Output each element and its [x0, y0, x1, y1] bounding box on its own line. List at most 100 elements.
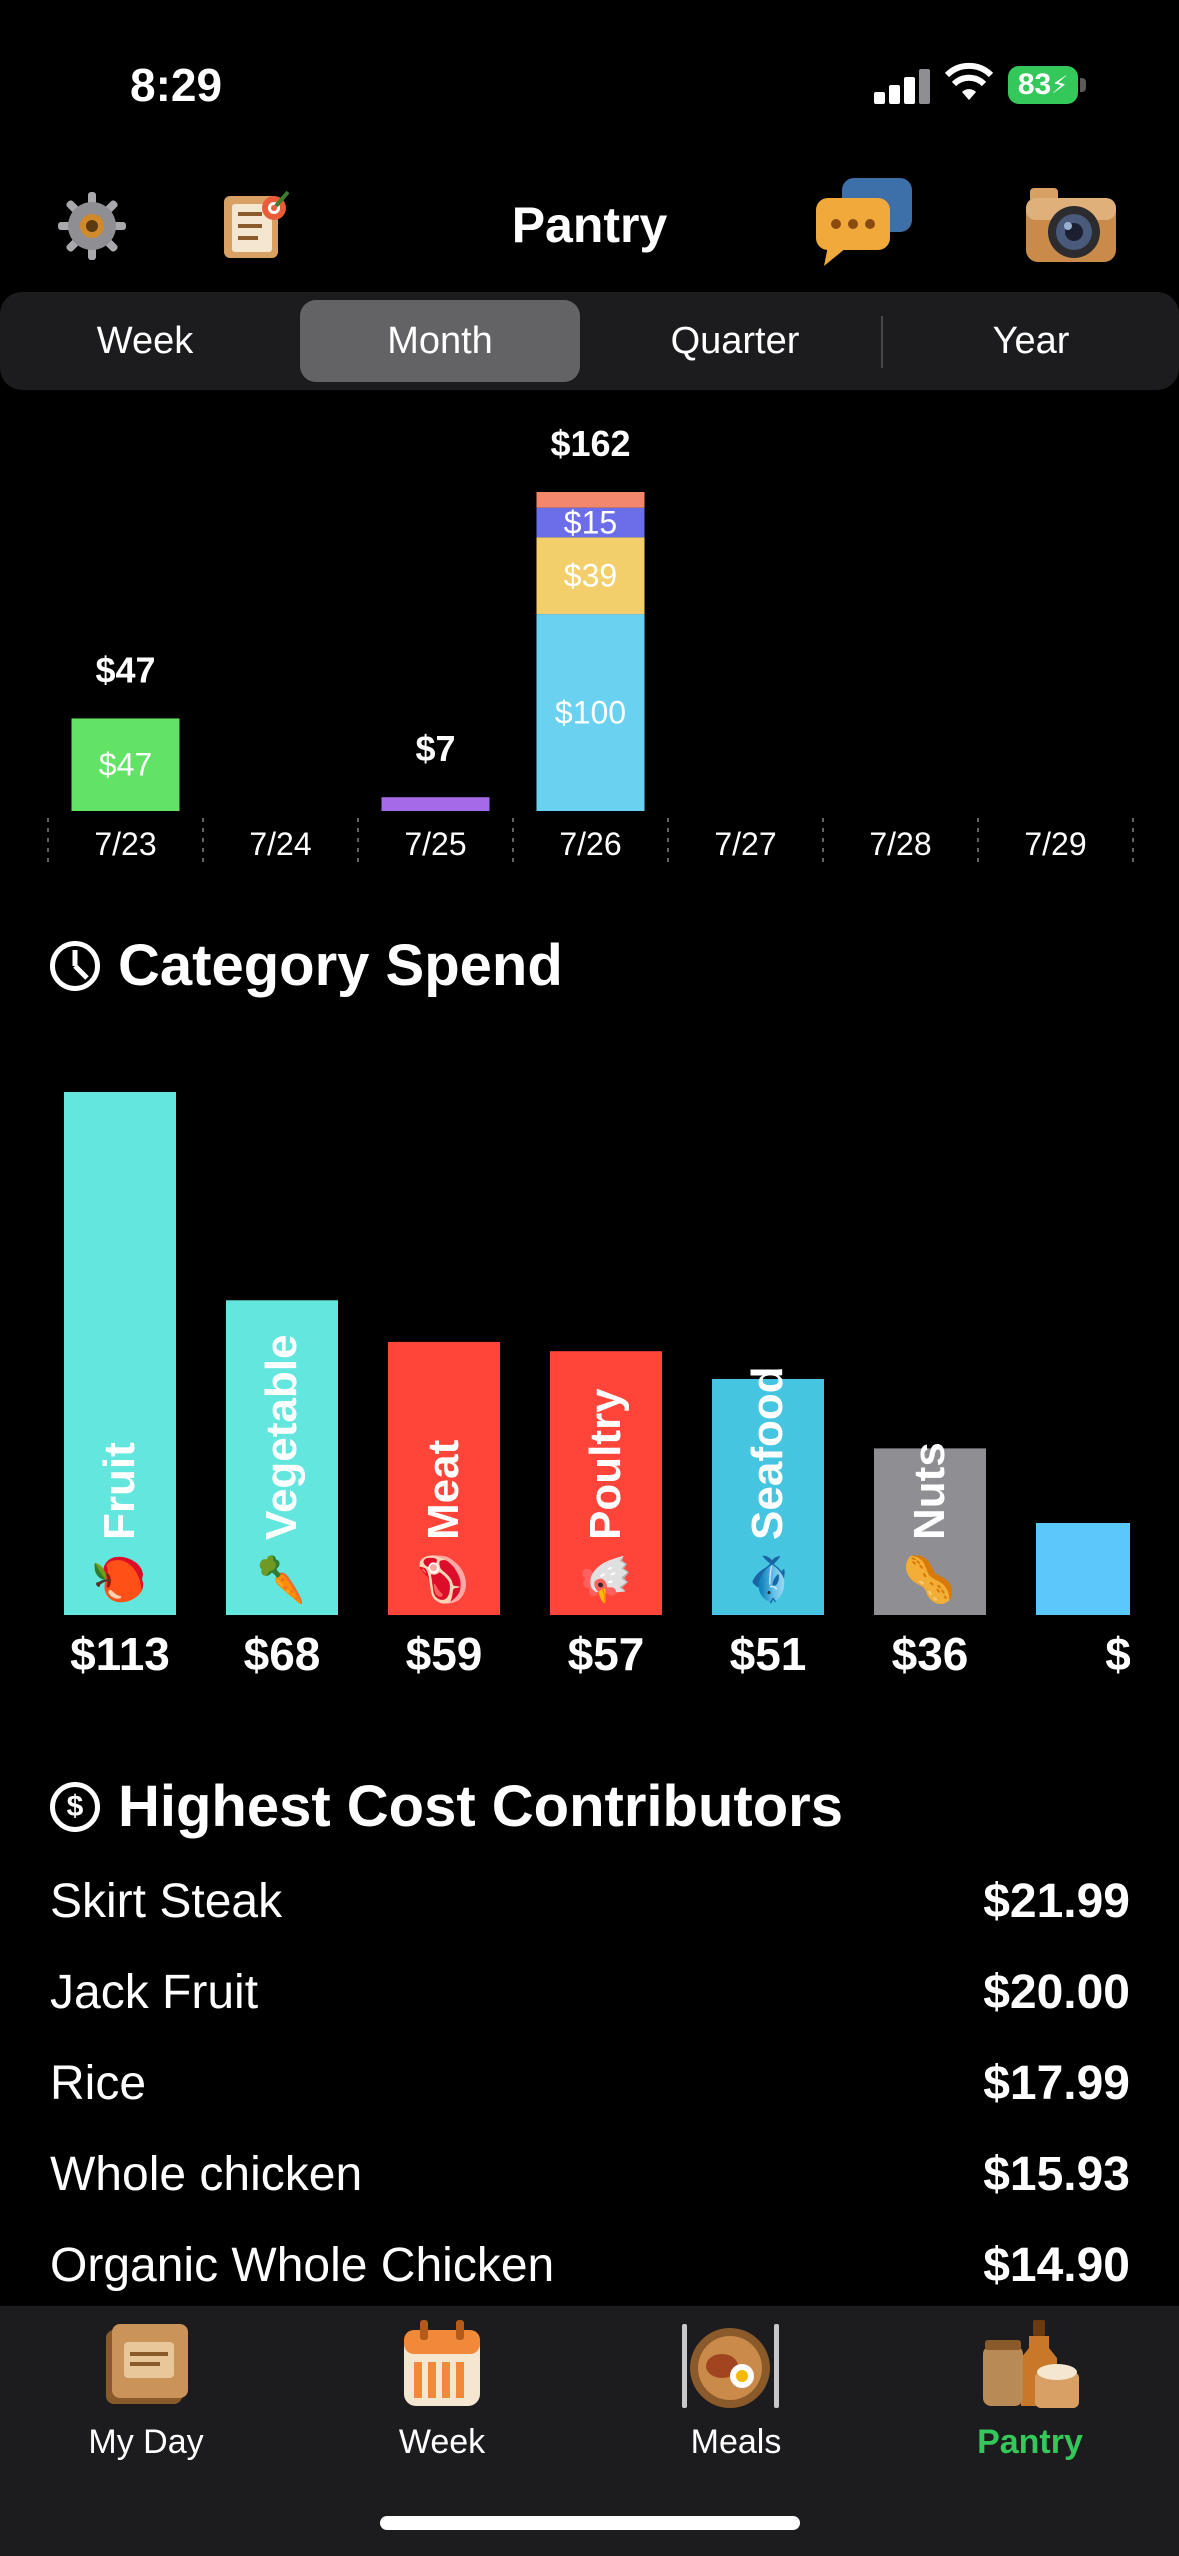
category-spend-title: Category Spend	[118, 933, 563, 998]
segment-year[interactable]: Year	[992, 319, 1070, 362]
contributor-name: Rice	[50, 2056, 147, 2110]
contributor-row[interactable]: Organic Whole Chicken $14.90	[50, 2230, 1130, 2300]
contributor-name: Whole chicken	[50, 2147, 363, 2201]
tab-meals[interactable]: Meals	[626, 2316, 846, 2462]
x-tick-label: 7/27	[714, 826, 776, 862]
category-bar-label: 🐟 Seafood	[743, 1366, 792, 1607]
contributor-row[interactable]: Skirt Steak $21.99	[50, 1866, 1130, 1936]
category-bar	[874, 1448, 986, 1615]
segment-divider	[881, 316, 883, 368]
tab-pantry[interactable]: Pantry	[920, 2316, 1140, 2462]
segment-value-label: $47	[99, 747, 152, 783]
segment-quarter[interactable]: Quarter	[670, 319, 800, 362]
category-value-label: $59	[406, 1628, 483, 1680]
daily-spend-chart: 7/23 $47 $47 7/24 7/25 $7 7/26 $100 $39 $15 $162 7/…	[47, 423, 1134, 862]
tab-label: Pantry	[977, 2423, 1083, 2461]
category-value-label: $68	[244, 1628, 321, 1680]
page-title: Pantry	[511, 197, 668, 253]
chart-clip-mask	[1130, 1060, 1179, 1700]
meal-plate-icon	[682, 2324, 779, 2408]
category-bar-label: 🍎 Fruit	[92, 1442, 144, 1607]
tab-label: My Day	[88, 2423, 204, 2461]
status-time: 8:29	[130, 59, 223, 111]
category-bar	[64, 1092, 176, 1615]
segment-value-label: $100	[555, 695, 626, 731]
category-bar-label: 🥩 Meat	[418, 1439, 469, 1607]
contributor-row[interactable]: Rice $17.99	[50, 2048, 1130, 2118]
period-segmented-control	[0, 292, 1179, 390]
category-name: 🥩 Meat	[418, 1439, 469, 1607]
calendar-icon	[404, 2320, 480, 2406]
category-text: Meat	[419, 1439, 468, 1540]
category-bar	[1036, 1523, 1130, 1615]
camera-icon[interactable]	[1022, 180, 1120, 268]
category-bar	[388, 1341, 500, 1615]
stacked-bar-segment	[536, 537, 645, 615]
category-value-label: $57	[568, 1628, 645, 1680]
bar-total-label: $162	[550, 423, 630, 464]
contributor-row[interactable]: Whole chicken $15.93	[50, 2139, 1130, 2209]
stacked-bar-segment	[536, 492, 645, 508]
segment-value-label: $39	[564, 558, 617, 594]
category-emoji-icon: 🍎	[92, 1540, 144, 1607]
x-tick-label: 7/25	[404, 826, 466, 862]
bar-total-label: $47	[95, 649, 155, 690]
chat-bubbles-icon[interactable]	[812, 174, 916, 270]
x-tick-label: 7/23	[94, 826, 156, 862]
contributor-name: Organic Whole Chicken	[50, 2238, 555, 2292]
category-text: Seafood	[743, 1366, 792, 1540]
checklist-goals-icon[interactable]	[220, 186, 292, 262]
cellular-signal-icon	[874, 68, 934, 104]
category-text: Fruit	[95, 1442, 144, 1540]
x-tick-label: 7/24	[249, 826, 311, 862]
category-value-label: $113	[70, 1628, 170, 1680]
contributor-row[interactable]: Jack Fruit $20.00	[50, 1957, 1130, 2027]
category-bar-label: 🥕 Vegetable	[257, 1335, 306, 1607]
tab-label: Meals	[690, 2423, 782, 2461]
charging-bolt-icon: ⚡	[1051, 71, 1069, 99]
category-bar-label: 🐔 Poultry	[581, 1388, 630, 1607]
segment-month[interactable]: Month	[300, 300, 580, 382]
category-name: 🐟 Seafood	[743, 1366, 792, 1607]
segment-value-label: $15	[564, 505, 617, 541]
category-name: 🐔 Poultry	[581, 1388, 630, 1607]
contributor-amount: $14.90	[983, 2238, 1130, 2292]
category-emoji-icon: 🐔	[581, 1540, 630, 1607]
diary-icon	[106, 2324, 188, 2404]
stacked-bar-segment	[536, 614, 645, 811]
category-bar	[712, 1378, 824, 1615]
category-emoji-icon: 🥩	[418, 1540, 469, 1607]
category-bar-label: 🥜 Nuts	[901, 1442, 954, 1607]
contributor-name: Jack Fruit	[50, 1965, 259, 2019]
tab-week[interactable]: Week	[332, 2316, 552, 2462]
contributor-amount: $17.99	[983, 2056, 1130, 2110]
contributors-heading: $ Highest Cost Contributors	[50, 1773, 843, 1840]
contributor-amount: $21.99	[983, 1874, 1130, 1928]
contributor-amount: $15.93	[983, 2147, 1130, 2201]
segment-week[interactable]: Week	[96, 319, 194, 362]
category-name: 🥜 Nuts	[901, 1442, 954, 1607]
tab-label: Week	[398, 2423, 486, 2461]
category-name: 🍎 Fruit	[92, 1442, 144, 1607]
home-indicator	[380, 2516, 800, 2530]
category-text: Poultry	[581, 1388, 630, 1540]
category-spend-chart: 🍎 Fruit $113 🥕 Vegetable $68 🥩 Meat $59 🐔 Poul…	[64, 1060, 1179, 1700]
category-text: Nuts	[905, 1442, 954, 1540]
category-bar	[550, 1351, 662, 1615]
battery-tip	[1080, 78, 1086, 92]
bar-total-label: $7	[415, 728, 455, 769]
x-tick-label: 7/28	[869, 826, 931, 862]
wifi-icon	[944, 62, 994, 100]
stacked-bar-segment	[381, 797, 490, 811]
tab-my-day[interactable]: My Day	[36, 2316, 256, 2462]
dollar-circle-icon: $	[50, 1781, 100, 1832]
stacked-bar-segment	[536, 507, 645, 538]
stacked-bar-segment	[71, 718, 180, 811]
tab-bar	[0, 2306, 1179, 2556]
category-spend-heading: Category Spend	[50, 932, 563, 999]
x-tick-label: 7/29	[1024, 826, 1086, 862]
category-value-label: $36	[892, 1628, 969, 1680]
category-value-label: $51	[730, 1628, 807, 1680]
category-emoji-icon: 🥕	[257, 1540, 306, 1607]
settings-gear-icon[interactable]	[56, 190, 128, 262]
